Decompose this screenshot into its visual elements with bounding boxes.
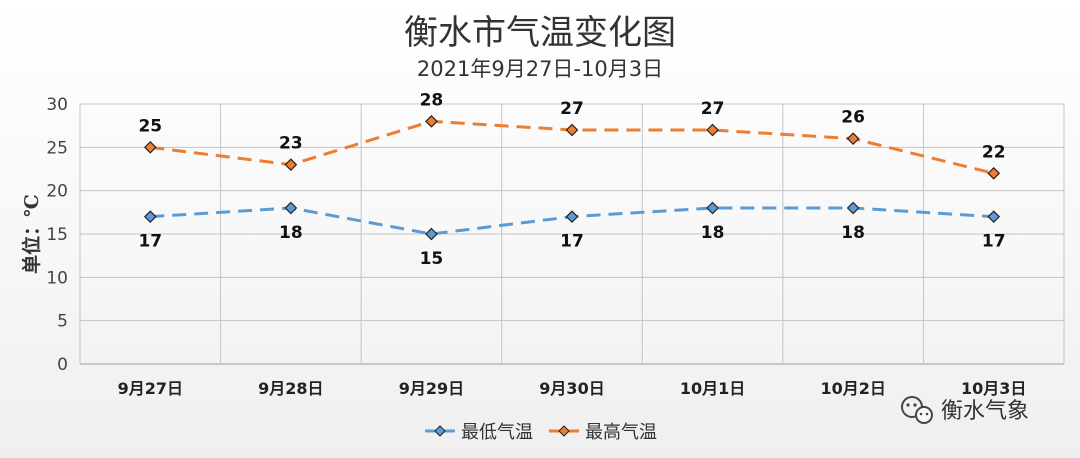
data-label: 27 [560, 99, 584, 119]
legend-item[interactable]: 最高气温 [549, 422, 657, 443]
legend-marker [434, 425, 446, 437]
data-point-marker [987, 166, 1001, 180]
data-label: 26 [841, 108, 865, 128]
y-tick-label: 5 [57, 312, 68, 332]
data-point-marker [706, 123, 719, 137]
data-label: 23 [279, 134, 303, 154]
y-tick-label: 30 [46, 95, 68, 115]
data-label: 25 [138, 116, 162, 136]
data-point-marker [565, 210, 579, 224]
data-point-marker [565, 123, 579, 137]
watermark: 衡水气象 [901, 396, 1029, 424]
data-point-marker [143, 210, 157, 224]
chart-subtitle: 2021年9月27日-10月3日 [417, 57, 663, 81]
data-point-marker [706, 201, 719, 215]
watermark-text: 衡水气象 [941, 399, 1029, 424]
data-label: 27 [701, 99, 725, 119]
x-tick-label: 9月29日 [399, 379, 464, 398]
data-label: 28 [420, 90, 444, 110]
wechat-icon [901, 396, 933, 424]
y-tick-label: 25 [46, 138, 68, 158]
axes: 0 5 10 15 20 25 30 9月27日 9月28日 9月29日 9月30日 10月1日 10月… [46, 95, 1026, 398]
x-tick-label: 10月3日 [961, 379, 1026, 398]
x-tick-label: 9月30日 [539, 379, 604, 398]
data-point-marker [425, 227, 438, 241]
grid-lines [79, 103, 1065, 365]
data-point-marker [846, 201, 860, 215]
data-point-marker [284, 201, 298, 215]
x-tick-label: 9月27日 [118, 379, 183, 398]
data-label: 18 [701, 223, 725, 243]
y-tick-label: 0 [57, 355, 68, 375]
chart-title: 衡水市气温变化图 [404, 13, 676, 53]
x-tick-label: 10月2日 [820, 379, 885, 398]
legend-label: 最高气温 [585, 422, 657, 443]
data-point-marker [846, 132, 860, 146]
legend-item[interactable]: 最低气温 [425, 422, 533, 443]
x-tick-label: 10月1日 [680, 379, 745, 398]
y-axis-label: 单位：℃ [20, 194, 43, 274]
data-label: 15 [420, 249, 444, 269]
data-point-marker [425, 114, 438, 128]
data-label: 18 [279, 223, 303, 243]
y-tick-label: 15 [46, 225, 68, 245]
data-label: 17 [138, 232, 162, 252]
data-label: 17 [560, 232, 584, 252]
legend[interactable]: 最低气温 最高气温 [425, 422, 657, 443]
data-label: 18 [841, 223, 865, 243]
data-point-marker [987, 210, 1001, 224]
data-label: 17 [982, 232, 1006, 252]
data-label: 22 [982, 142, 1006, 162]
y-tick-label: 10 [46, 268, 68, 288]
series-markers [143, 114, 1001, 241]
legend-label: 最低气温 [461, 422, 533, 443]
data-labels: 17 18 15 17 18 18 17 25 23 28 27 27 26 22 [138, 90, 1005, 269]
data-point-marker [143, 140, 157, 154]
legend-marker [558, 425, 570, 437]
x-tick-label: 9月28日 [258, 379, 323, 398]
y-tick-label: 20 [46, 182, 68, 202]
data-point-marker [284, 158, 298, 172]
